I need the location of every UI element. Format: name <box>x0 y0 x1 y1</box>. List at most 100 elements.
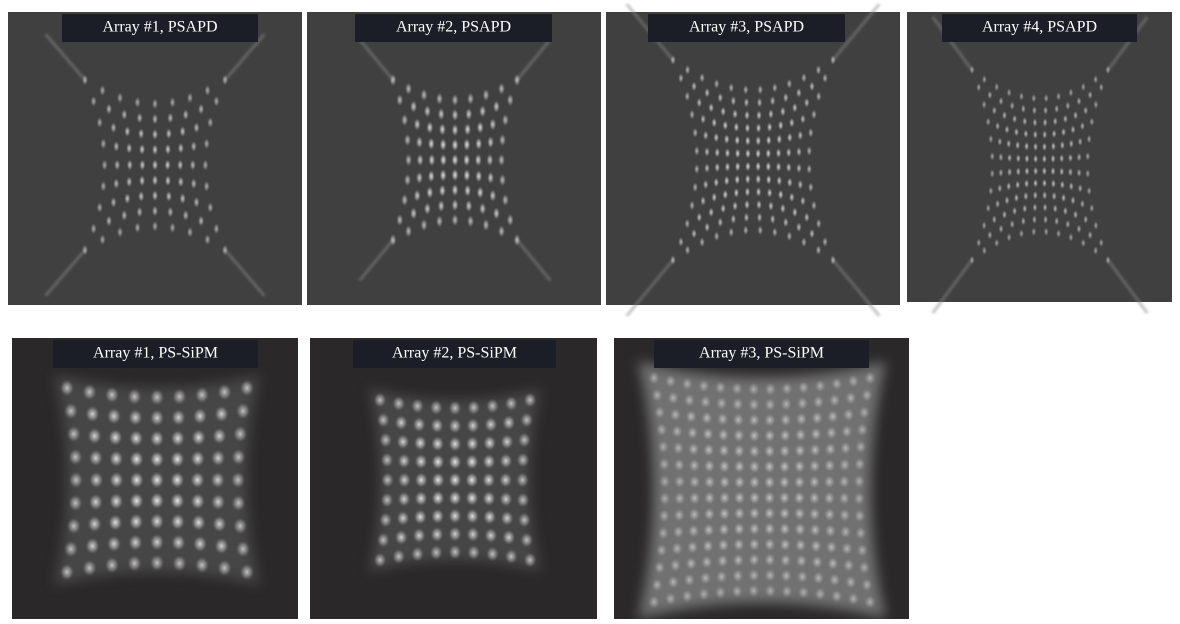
spot <box>827 557 839 571</box>
spot <box>108 514 122 531</box>
spot <box>1060 180 1065 189</box>
spot <box>60 564 74 581</box>
spot <box>482 491 495 506</box>
spot <box>1033 142 1038 151</box>
spot <box>1083 215 1088 224</box>
spot <box>864 371 876 385</box>
spot <box>404 174 411 187</box>
panel-label: Array #1, PSAPD <box>102 19 217 36</box>
spot <box>813 395 825 409</box>
spot <box>502 194 509 207</box>
spot <box>648 371 660 385</box>
spot <box>167 206 173 217</box>
spot <box>779 538 791 552</box>
spot <box>177 159 183 170</box>
spot <box>202 159 208 170</box>
spot <box>994 82 999 91</box>
spot <box>1007 233 1012 242</box>
spot <box>1050 154 1055 163</box>
spot <box>152 98 158 109</box>
spot <box>482 454 495 469</box>
panel: Array #4, PSAPD <box>907 12 1172 313</box>
spot <box>702 427 714 441</box>
spot <box>1023 192 1028 201</box>
spot <box>440 154 447 167</box>
spot <box>451 94 458 107</box>
spot <box>169 222 175 233</box>
spot <box>479 202 486 215</box>
spot <box>656 543 668 557</box>
spot <box>240 564 254 581</box>
spot <box>797 180 803 190</box>
spot <box>520 412 533 427</box>
spot <box>648 595 660 609</box>
spot <box>486 546 499 561</box>
spot <box>1012 207 1017 216</box>
spot <box>1007 168 1012 177</box>
spot <box>855 440 867 454</box>
spot <box>426 121 433 134</box>
spot <box>722 190 728 200</box>
spot <box>500 434 513 449</box>
spot <box>499 472 512 487</box>
spot <box>439 123 446 136</box>
spot <box>734 135 740 145</box>
spot <box>129 492 143 509</box>
spot <box>764 584 776 598</box>
spot <box>396 214 403 227</box>
spot <box>187 227 193 238</box>
spot <box>685 245 691 255</box>
spot <box>138 128 144 139</box>
spot <box>395 415 408 430</box>
spot <box>767 188 773 198</box>
spot <box>810 427 822 441</box>
spot <box>523 552 536 567</box>
spot <box>794 459 806 473</box>
spot <box>438 200 445 213</box>
spot <box>436 215 443 228</box>
spot <box>669 408 681 422</box>
spot <box>843 558 855 572</box>
spot <box>191 493 205 510</box>
spot <box>711 192 717 202</box>
spot <box>486 398 499 413</box>
spot <box>733 444 745 458</box>
spot <box>776 176 782 186</box>
spot <box>829 573 841 587</box>
spot <box>240 380 254 397</box>
spot <box>830 255 836 265</box>
spot <box>417 154 424 167</box>
spot <box>233 426 247 443</box>
spot <box>745 174 751 184</box>
spot <box>688 458 700 472</box>
spot <box>231 495 245 512</box>
spot <box>467 400 480 415</box>
spot <box>811 200 817 210</box>
spot <box>389 234 396 247</box>
spot <box>193 535 207 552</box>
spot <box>1105 256 1110 265</box>
spot <box>211 472 225 489</box>
spot <box>824 524 836 538</box>
spot <box>1006 139 1011 148</box>
spot <box>377 532 390 547</box>
spot <box>748 429 760 443</box>
panel-image <box>606 12 900 305</box>
spot <box>811 555 823 569</box>
spot <box>778 120 784 130</box>
spot <box>772 227 778 237</box>
spot <box>789 118 795 128</box>
spot <box>713 133 719 143</box>
spot <box>1043 203 1048 212</box>
spot <box>1076 97 1081 106</box>
spot <box>405 82 412 95</box>
spot <box>755 149 761 159</box>
spot <box>1007 88 1012 97</box>
spot <box>724 176 730 186</box>
spot <box>377 412 390 427</box>
spot <box>776 134 782 144</box>
spot <box>708 207 714 217</box>
spot <box>217 384 231 401</box>
spot <box>516 472 529 487</box>
spot <box>1021 217 1026 226</box>
